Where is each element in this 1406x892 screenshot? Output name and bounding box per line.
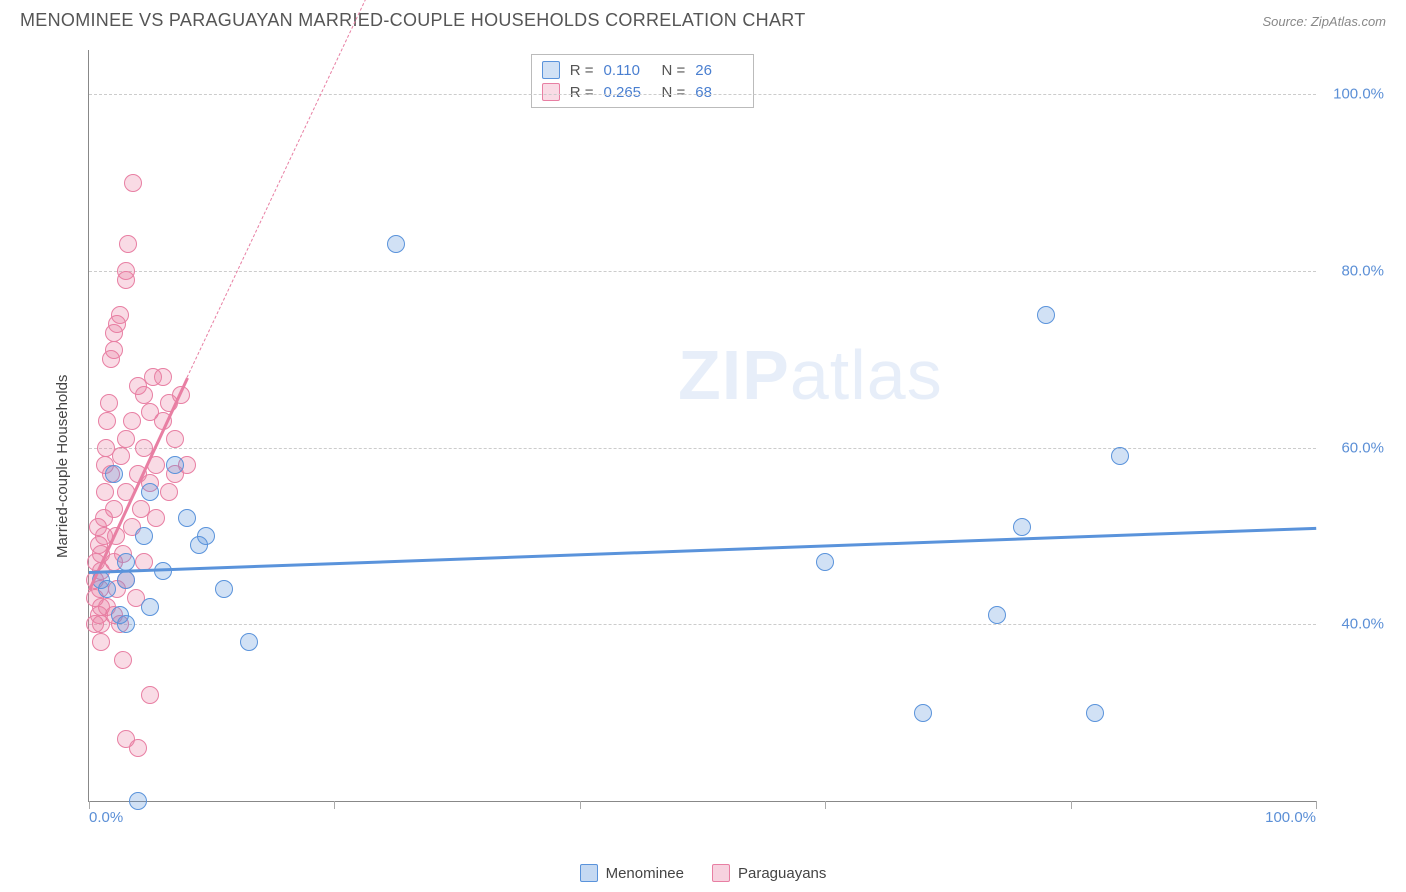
- scatter-point: [154, 562, 172, 580]
- chart-title: MENOMINEE VS PARAGUAYAN MARRIED-COUPLE H…: [20, 10, 806, 31]
- r-label: R =: [570, 84, 594, 101]
- scatter-point: [105, 341, 123, 359]
- scatter-point: [92, 633, 110, 651]
- scatter-point: [387, 235, 405, 253]
- bottom-legend: Menominee Paraguayans: [0, 864, 1406, 882]
- trend-line: [89, 527, 1316, 574]
- x-tick: [89, 801, 90, 809]
- grid-h: [89, 448, 1316, 449]
- scatter-point: [119, 235, 137, 253]
- title-bar: MENOMINEE VS PARAGUAYAN MARRIED-COUPLE H…: [0, 0, 1406, 35]
- scatter-point: [96, 483, 114, 501]
- scatter-point: [1111, 447, 1129, 465]
- n-label: N =: [661, 84, 685, 101]
- scatter-point: [124, 174, 142, 192]
- y-tick-label: 100.0%: [1333, 86, 1384, 103]
- scatter-point: [100, 394, 118, 412]
- scatter-point: [816, 553, 834, 571]
- scatter-point: [1086, 704, 1104, 722]
- scatter-point: [160, 483, 178, 501]
- chart-container: MENOMINEE VS PARAGUAYAN MARRIED-COUPLE H…: [0, 0, 1406, 892]
- scatter-point: [123, 412, 141, 430]
- x-tick: [825, 801, 826, 809]
- x-tick-label: 100.0%: [1265, 809, 1316, 826]
- scatter-point: [129, 792, 147, 810]
- x-tick-label: 0.0%: [89, 809, 123, 826]
- plot-wrap: Married-couple Households ZIPatlas R = 0…: [48, 50, 1386, 832]
- scatter-point: [178, 509, 196, 527]
- x-tick: [1071, 801, 1072, 809]
- y-tick-label: 60.0%: [1341, 439, 1384, 456]
- y-axis-label: Married-couple Households: [54, 375, 71, 558]
- r-label: R =: [570, 62, 594, 79]
- y-tick-label: 40.0%: [1341, 616, 1384, 633]
- legend-swatch-1: [712, 864, 730, 882]
- scatter-point: [141, 598, 159, 616]
- scatter-point: [129, 739, 147, 757]
- r-value-1: 0.265: [603, 84, 651, 101]
- scatter-point: [117, 262, 135, 280]
- scatter-point: [114, 651, 132, 669]
- stats-row-1: R = 0.265 N = 68: [538, 81, 748, 103]
- legend-item-0: Menominee: [580, 864, 684, 882]
- scatter-point: [215, 580, 233, 598]
- scatter-point: [166, 456, 184, 474]
- scatter-point: [914, 704, 932, 722]
- scatter-point: [117, 615, 135, 633]
- scatter-point: [141, 483, 159, 501]
- r-value-0: 0.110: [603, 62, 651, 79]
- scatter-point: [112, 447, 130, 465]
- legend-label-1: Paraguayans: [738, 865, 826, 882]
- scatter-point: [1037, 306, 1055, 324]
- scatter-point: [988, 606, 1006, 624]
- x-tick: [580, 801, 581, 809]
- scatter-point: [154, 368, 172, 386]
- scatter-point: [135, 386, 153, 404]
- y-tick-label: 80.0%: [1341, 262, 1384, 279]
- x-tick: [1316, 801, 1317, 809]
- stats-swatch-0: [542, 61, 560, 79]
- scatter-point: [166, 430, 184, 448]
- stats-row-0: R = 0.110 N = 26: [538, 59, 748, 81]
- scatter-point: [240, 633, 258, 651]
- n-value-1: 68: [695, 84, 743, 101]
- scatter-point: [147, 509, 165, 527]
- scatter-point: [105, 465, 123, 483]
- stats-box: R = 0.110 N = 26 R = 0.265 N = 68: [531, 54, 755, 108]
- n-label: N =: [661, 62, 685, 79]
- scatter-point: [105, 500, 123, 518]
- scatter-point: [117, 571, 135, 589]
- n-value-0: 26: [695, 62, 743, 79]
- x-tick: [334, 801, 335, 809]
- chart-source: Source: ZipAtlas.com: [1262, 14, 1386, 29]
- grid-h: [89, 94, 1316, 95]
- scatter-point: [141, 686, 159, 704]
- plot-area: ZIPatlas R = 0.110 N = 26 R = 0.265 N = …: [88, 50, 1316, 802]
- watermark: ZIPatlas: [678, 335, 943, 415]
- scatter-point: [98, 580, 116, 598]
- legend-item-1: Paraguayans: [712, 864, 826, 882]
- scatter-point: [111, 306, 129, 324]
- trend-line-dashed: [187, 0, 396, 378]
- watermark-b: atlas: [790, 336, 943, 414]
- stats-swatch-1: [542, 83, 560, 101]
- scatter-point: [117, 430, 135, 448]
- scatter-point: [98, 412, 116, 430]
- legend-label-0: Menominee: [606, 865, 684, 882]
- watermark-a: ZIP: [678, 336, 790, 414]
- scatter-point: [197, 527, 215, 545]
- scatter-point: [135, 527, 153, 545]
- scatter-point: [1013, 518, 1031, 536]
- grid-h: [89, 271, 1316, 272]
- grid-h: [89, 624, 1316, 625]
- legend-swatch-0: [580, 864, 598, 882]
